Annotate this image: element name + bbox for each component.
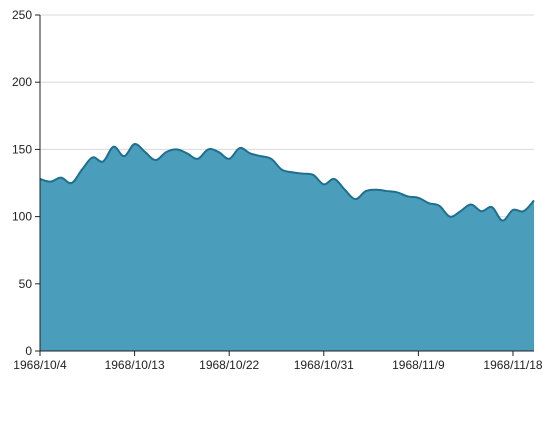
x-tick-label: 1968/10/13 xyxy=(105,358,165,372)
series-line xyxy=(39,143,535,222)
area-fill xyxy=(40,143,534,351)
x-tick-label: 1968/11/18 xyxy=(483,358,542,372)
x-tick-label: 1968/10/31 xyxy=(294,358,354,372)
y-tick-label: 50 xyxy=(19,277,33,291)
y-tick-label: 200 xyxy=(12,75,32,89)
y-tick-label: 250 xyxy=(12,8,32,22)
area-layer xyxy=(39,143,535,351)
y-tick-label: 0 xyxy=(25,344,32,358)
x-tick-label: 1968/10/4 xyxy=(13,358,67,372)
axis-layer: 0 50 100 150 200 250 1968/10/4 1968/10/13 1968/1… xyxy=(12,8,543,372)
y-tick-label: 150 xyxy=(12,142,32,156)
x-tick-label: 1968/11/9 xyxy=(392,358,445,372)
x-tick-label: 1968/10/22 xyxy=(199,358,259,372)
y-tick-label: 100 xyxy=(12,210,32,224)
